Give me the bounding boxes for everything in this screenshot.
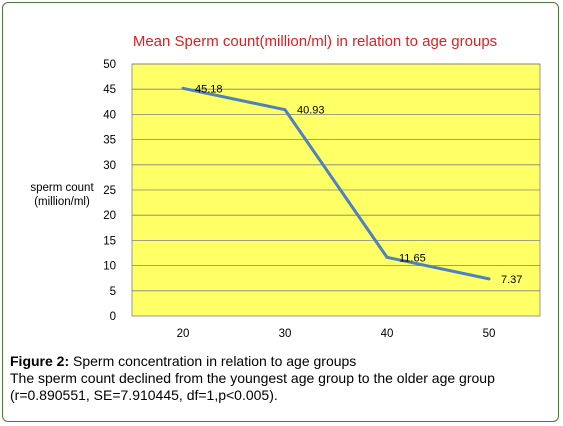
- x-tick-label: 30: [279, 328, 292, 340]
- data-point: [283, 108, 287, 112]
- y-axis-label-line2: (million/ml): [34, 196, 90, 208]
- data-point: [487, 277, 491, 281]
- x-tick-label: 50: [483, 328, 496, 340]
- caption-line2: The sperm count declined from the younge…: [10, 370, 495, 386]
- data-point: [385, 255, 389, 259]
- data-label: 11.65: [399, 252, 426, 264]
- chart: Mean Sperm count(million/ml) in relation…: [30, 33, 541, 340]
- y-tick-label: 0: [110, 311, 116, 323]
- series-line: [182, 86, 490, 281]
- y-axis-label-line1: sperm count: [30, 182, 94, 194]
- y-tick-label: 40: [103, 109, 116, 121]
- caption-line1: Figure 2: Sperm concentration in relatio…: [10, 353, 555, 370]
- caption-title: Sperm concentration in relation to age g…: [69, 353, 357, 369]
- x-tick-labels: 20 30 40 50: [177, 328, 496, 340]
- figure-caption: Figure 2: Sperm concentration in relatio…: [10, 353, 555, 404]
- data-label: 40.93: [297, 105, 325, 117]
- data-point: [181, 86, 185, 90]
- x-tick-label: 40: [381, 328, 394, 340]
- y-tick-label: 25: [103, 185, 116, 197]
- y-tick-label: 30: [103, 160, 116, 172]
- y-tick-label: 5: [110, 286, 116, 298]
- data-label: 7.37: [501, 274, 522, 286]
- data-label: 45.18: [195, 83, 223, 95]
- x-tick-label: 20: [177, 328, 190, 340]
- y-tick-label: 20: [103, 210, 116, 222]
- y-tick-labels: 0 5 10 15 20 25 30 35 40 45 50: [103, 59, 116, 323]
- y-tick-label: 15: [103, 235, 116, 247]
- gridlines: [132, 63, 540, 292]
- chart-title: Mean Sperm count(million/ml) in relation…: [133, 33, 497, 50]
- data-points: [181, 86, 491, 281]
- caption-label: Figure 2:: [10, 353, 70, 369]
- caption-line3: (r=0.890551, SE=7.910445, df=1,p<0.005).: [10, 387, 278, 403]
- data-labels: 45.18 40.93 11.65 7.37: [195, 83, 522, 286]
- y-tick-label: 10: [103, 261, 116, 273]
- y-tick-label: 45: [103, 84, 116, 96]
- y-tick-label: 50: [103, 59, 116, 71]
- y-tick-label: 35: [103, 135, 116, 147]
